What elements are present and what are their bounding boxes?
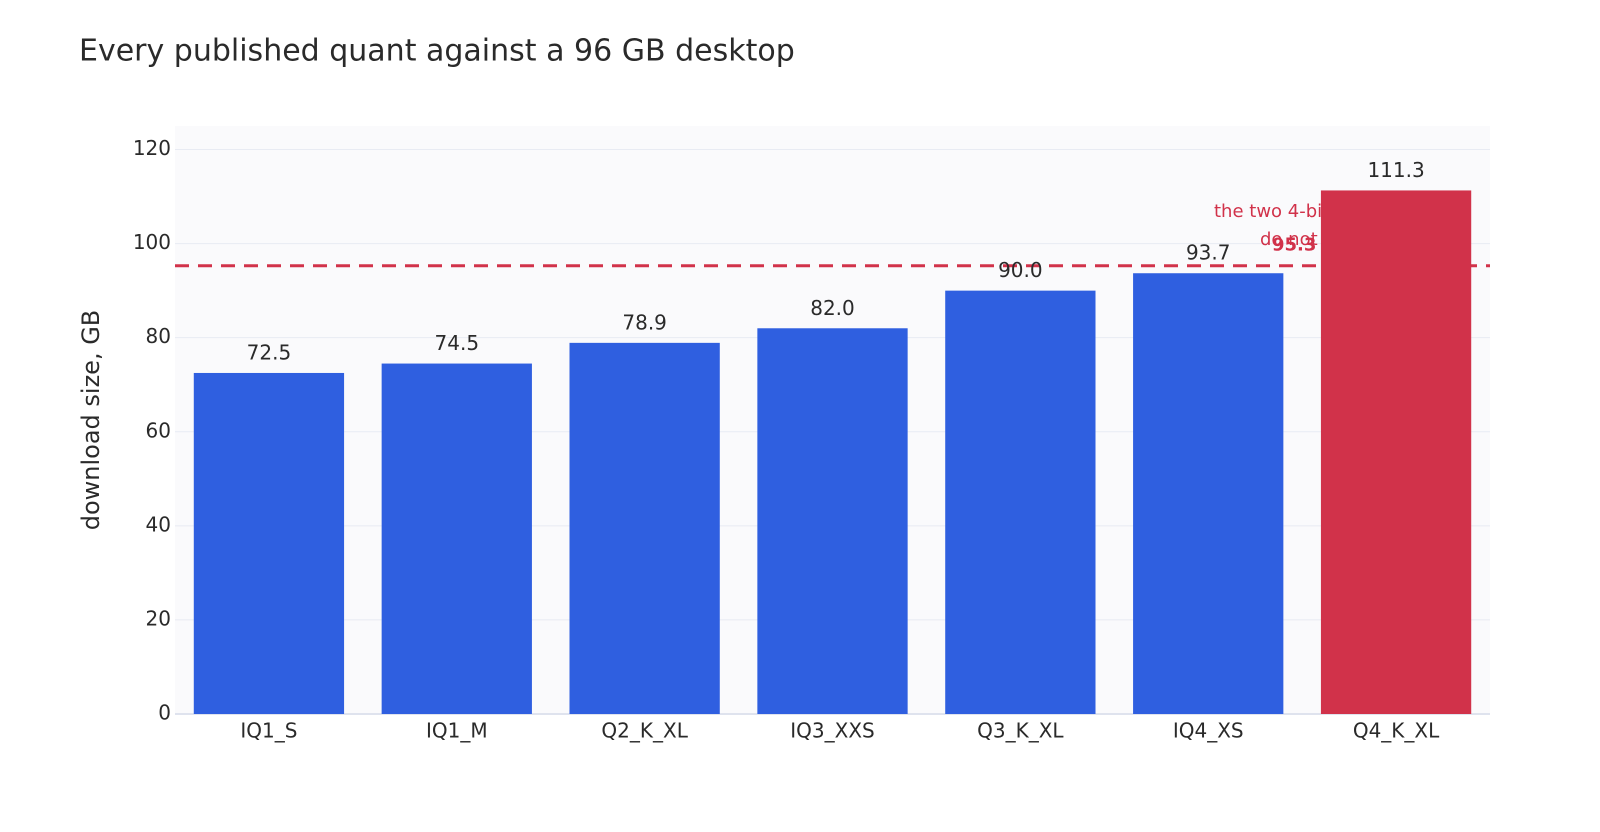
annotation-text: do not: [1260, 229, 1318, 250]
bar: [757, 328, 908, 714]
y-tick-label: 100: [133, 230, 171, 254]
value-label: 111.3: [1367, 158, 1424, 182]
value-label: 90.0: [998, 258, 1043, 282]
x-tick-label: Q4_K_XL: [1353, 719, 1440, 743]
x-tick-label: IQ4_XS: [1173, 719, 1244, 743]
y-tick-label: 60: [146, 418, 171, 442]
value-label: 93.7: [1186, 241, 1231, 265]
bar: [193, 372, 345, 714]
value-label: 82.0: [810, 296, 855, 320]
annotation-text: the two 4-bi: [1214, 201, 1322, 222]
y-axis-label: download size, GB: [77, 310, 105, 531]
bar: [1133, 273, 1284, 714]
bar: [1320, 190, 1472, 714]
y-tick-label: 80: [146, 324, 171, 348]
y-tick-label: 0: [158, 701, 171, 725]
bar: [569, 342, 720, 714]
y-tick-label: 40: [146, 512, 171, 536]
x-tick-label: Q2_K_XL: [601, 719, 688, 743]
chart-title: Every published quant against a 96 GB de…: [79, 34, 795, 69]
y-tick-label: 20: [146, 606, 171, 630]
value-label: 72.5: [247, 340, 292, 364]
value-label: 74.5: [435, 331, 480, 355]
x-tick-label: IQ3_XXS: [790, 719, 874, 743]
bar: [945, 290, 1096, 714]
x-tick-label: Q3_K_XL: [977, 719, 1064, 743]
x-tick-label: IQ1_M: [426, 719, 488, 743]
y-tick-label: 120: [133, 136, 171, 160]
threshold-label: 95.3: [1272, 235, 1316, 256]
bar: [381, 363, 532, 714]
x-tick-label: IQ1_S: [240, 719, 297, 743]
value-label: 78.9: [622, 310, 667, 334]
